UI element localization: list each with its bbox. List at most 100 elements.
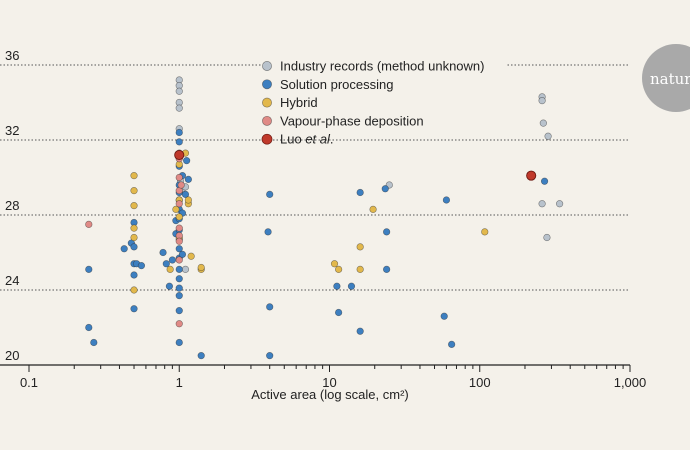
data-point: [130, 271, 138, 279]
data-point: [442, 196, 451, 204]
logo-circle: [642, 44, 690, 112]
data-point: [181, 265, 190, 273]
data-point: [175, 256, 183, 264]
data-point: [175, 292, 183, 300]
data-points: [85, 76, 564, 360]
legend-marker: [262, 97, 272, 108]
data-point: [175, 213, 183, 221]
data-point: [175, 307, 183, 315]
data-point: [175, 87, 183, 95]
data-point: [175, 265, 183, 273]
legend-marker: [262, 79, 272, 90]
data-point: [183, 157, 191, 165]
grid-lines: [0, 59, 630, 291]
data-point: [539, 119, 547, 127]
data-point: [356, 243, 364, 251]
legend: Industry records (method unknown) Solutio…: [261, 59, 484, 147]
data-point: [197, 263, 205, 272]
data-point: [330, 260, 339, 268]
x-tick-label: 1,000: [614, 375, 647, 390]
y-tick-label: 36: [5, 48, 19, 63]
data-point: [168, 256, 176, 264]
data-point: [538, 97, 546, 105]
data-point: [187, 252, 195, 260]
data-point: [264, 228, 272, 236]
data-point: [130, 243, 138, 251]
data-point: [175, 173, 183, 182]
data-point: [383, 265, 391, 273]
data-point: [197, 352, 205, 360]
data-point: [85, 265, 93, 273]
data-point: [448, 340, 456, 348]
data-point: [556, 200, 564, 208]
data-point: [175, 224, 183, 232]
data-point: [369, 205, 377, 213]
data-point: [175, 128, 183, 137]
x-tick-label: 0.1: [20, 375, 38, 390]
data-point: [130, 202, 138, 210]
data-point: [130, 286, 138, 294]
legend-label: Luo et al.: [280, 132, 334, 147]
data-point: [130, 187, 138, 195]
data-point: [175, 200, 183, 208]
data-point: [175, 104, 183, 112]
data-point: [175, 275, 183, 283]
data-point: [481, 228, 489, 236]
logo-text: nature: [650, 70, 690, 88]
data-point: [356, 327, 364, 335]
legend-marker: [262, 115, 272, 126]
data-point: [175, 284, 183, 292]
legend-backdrop: [262, 59, 506, 73]
x-tick-label: 10: [322, 375, 336, 390]
data-point: [175, 320, 183, 328]
data-point: [177, 181, 185, 189]
data-point: [440, 312, 448, 320]
nature-logo: nature: [642, 44, 690, 112]
data-point: [174, 149, 185, 161]
data-point: [175, 245, 183, 253]
data-point: [540, 177, 549, 185]
data-point: [538, 200, 546, 208]
data-point: [85, 323, 93, 332]
data-point: [266, 190, 274, 198]
data-point: [266, 303, 274, 311]
data-point: [178, 250, 187, 258]
x-tick-label: 100: [469, 375, 491, 390]
legend-label: Hybrid: [280, 95, 318, 110]
data-point: [543, 233, 551, 242]
data-point: [130, 233, 138, 242]
data-point: [175, 338, 183, 347]
legend-label-part: et al: [305, 132, 331, 147]
legend-marker: [261, 133, 273, 145]
data-point: [120, 245, 128, 253]
x-axis-title: Active area (log scale, cm²): [251, 387, 409, 402]
data-point: [137, 262, 146, 270]
legend-label: Solution processing: [280, 77, 393, 92]
data-point: [130, 172, 138, 180]
data-point: [383, 228, 391, 236]
data-point: [175, 237, 183, 245]
data-point: [181, 190, 190, 198]
x-axis: 20 24 28 32 36 0.1 1 10 100 1,000 Active area (log…: [0, 48, 646, 402]
legend-label: Vapour-phase deposition: [280, 113, 424, 128]
data-point: [526, 170, 537, 181]
x-tick-label: 1: [176, 375, 183, 390]
data-point: [184, 175, 192, 183]
legend-label-part: Luo: [280, 132, 305, 147]
data-point: [184, 196, 192, 204]
data-point: [175, 138, 183, 146]
data-point: [335, 308, 343, 317]
data-point: [172, 205, 180, 213]
data-point: [335, 265, 343, 273]
data-point: [347, 282, 356, 290]
data-point: [162, 260, 170, 268]
data-point: [381, 185, 389, 193]
y-tick-label: 32: [5, 123, 19, 138]
legend-label: Industry records (method unknown): [280, 59, 484, 74]
data-point: [544, 132, 552, 140]
legend-label-part: .: [330, 132, 334, 147]
data-point: [333, 282, 341, 290]
data-point: [130, 224, 138, 232]
data-point: [159, 248, 167, 257]
